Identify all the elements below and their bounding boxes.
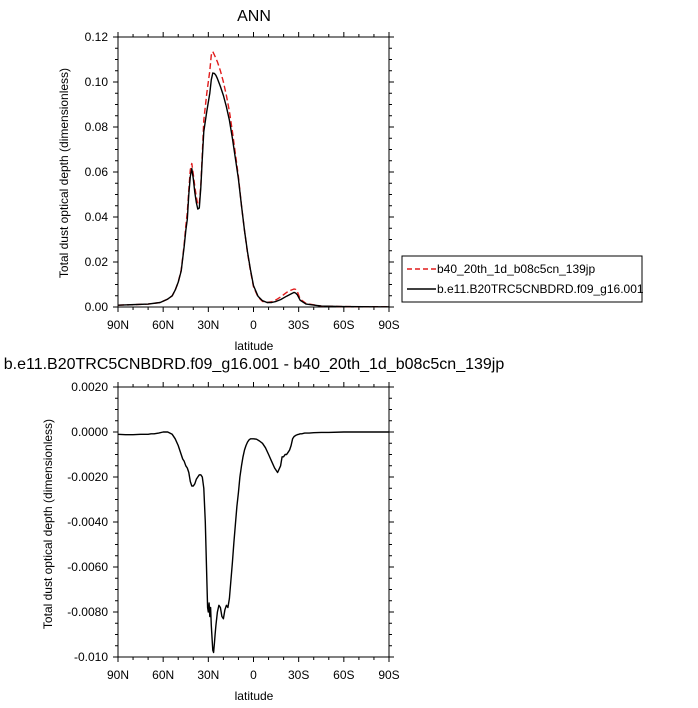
top-y-tick-label: 0.02 (85, 255, 109, 269)
bottom-panel: b.e11.B20TRC5CNBDRD.f09_g16.001 - b40_20… (4, 356, 505, 703)
top-x-tick-label: 90S (378, 318, 399, 332)
top-y-tick-label: 0.04 (85, 210, 109, 224)
top-chart-title: ANN (237, 8, 271, 25)
top-x-axis-label: latitude (235, 339, 274, 353)
top-plot-frame (117, 36, 390, 308)
top-series-line-2 (117, 72, 390, 308)
bottom-x-tick-label: 60N (152, 668, 174, 682)
bottom-y-tick-label: -0.0080 (67, 605, 108, 619)
bottom-x-tick-label: 60S (333, 668, 354, 682)
top-x-tick-label: 60S (333, 318, 354, 332)
legend-entry-series-2: b.e11.B20TRC5CNBDRD.f09_g16.001 (437, 282, 644, 296)
top-y-tick-label: 0.00 (85, 300, 109, 314)
bottom-y-tick-label: -0.010 (74, 650, 108, 664)
bottom-x-tick-label: 90N (107, 668, 129, 682)
top-series-line-1 (117, 50, 390, 308)
top-y-tick-label: 0.12 (85, 30, 109, 44)
bottom-y-tick-label: 0.0020 (71, 380, 108, 394)
bottom-y-tick-label: -0.0040 (67, 515, 108, 529)
bottom-y-tick-label: -0.0020 (67, 470, 108, 484)
bottom-x-axis-label: latitude (235, 689, 274, 703)
bottom-x-tick-label: 30N (197, 668, 219, 682)
bottom-series-line-1 (117, 431, 389, 654)
bottom-plot-frame (117, 386, 390, 658)
top-panel: ANN 90N 60N 30N 0 30S 60S 90S 0.00 0.02 0.04 0.06 0… (57, 8, 400, 353)
top-y-tick-label: 0.06 (85, 165, 109, 179)
bottom-axes: 90N 60N 30N 0 30S 60S 90S -0.010 -0.0080 -0.0060 -… (67, 380, 399, 682)
bottom-plot-area (117, 431, 389, 654)
bottom-y-axis-label: Total dust optical depth (dimensionless) (41, 419, 55, 629)
top-axes: 90N 60N 30N 0 30S 60S 90S 0.00 0.02 0.04 0.06 0.08 0… (85, 30, 400, 332)
legend: b40_20th_1d_b08c5cn_139jp b.e11.B20TRC5C… (401, 255, 644, 303)
bottom-x-tick-label: 90S (378, 668, 399, 682)
top-y-axis-label: Total dust optical depth (dimensionless) (57, 68, 71, 278)
legend-box (401, 255, 643, 303)
bottom-chart-title: b.e11.B20TRC5CNBDRD.f09_g16.001 - b40_20… (4, 356, 505, 373)
top-plot-area (117, 50, 390, 308)
bottom-x-tick-label: 0 (250, 668, 257, 682)
top-x-tick-label: 30S (288, 318, 309, 332)
bottom-y-tick-label: 0.0000 (71, 425, 108, 439)
top-x-tick-label: 90N (107, 318, 129, 332)
bottom-y-tick-label: -0.0060 (67, 560, 108, 574)
top-y-tick-label: 0.08 (85, 120, 109, 134)
top-x-tick-label: 30N (197, 318, 219, 332)
top-x-tick-label: 0 (250, 318, 257, 332)
top-x-tick-label: 60N (152, 318, 174, 332)
legend-entry-series-1: b40_20th_1d_b08c5cn_139jp (437, 262, 595, 276)
top-y-tick-label: 0.10 (85, 75, 109, 89)
bottom-x-tick-label: 30S (288, 668, 309, 682)
